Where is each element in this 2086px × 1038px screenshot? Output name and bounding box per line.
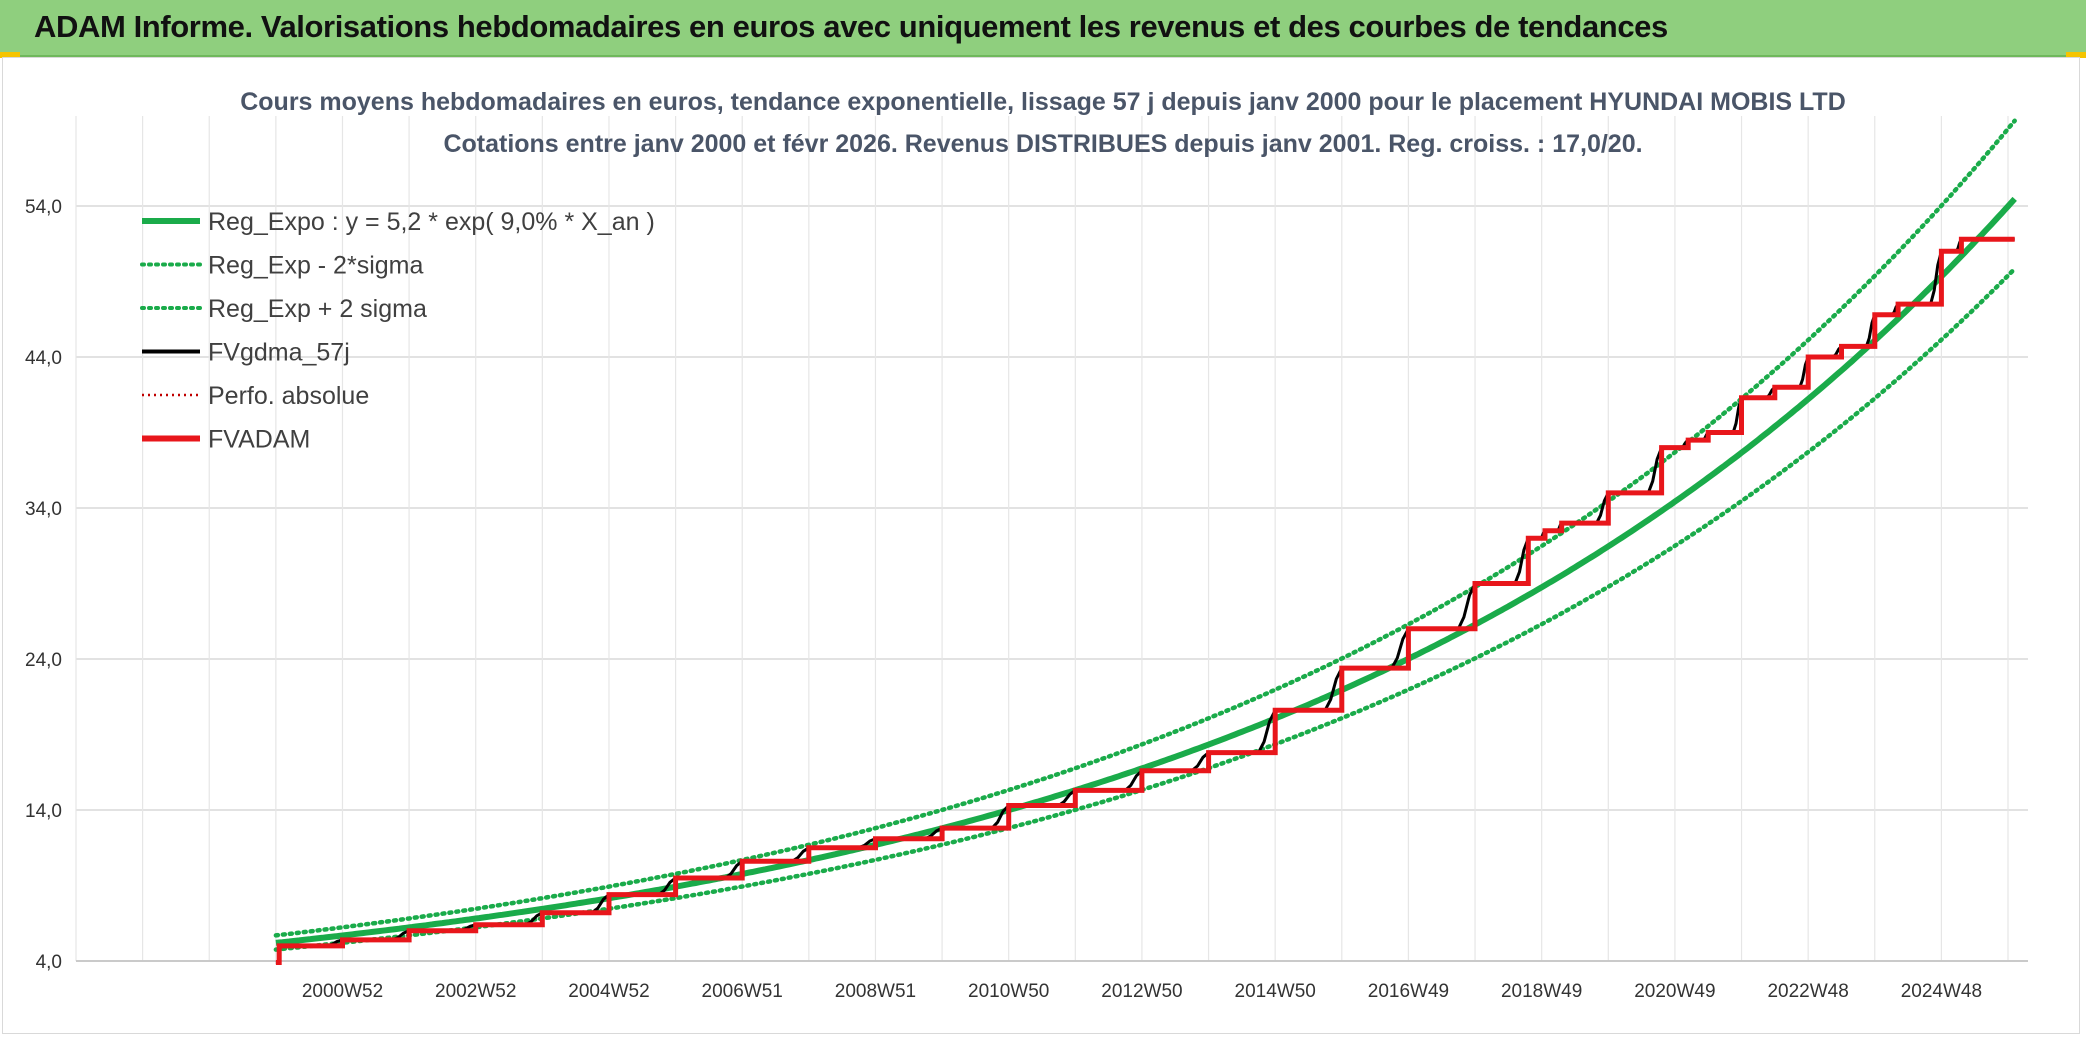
y-tick-label: 14,0 <box>25 801 62 822</box>
chart-series <box>273 118 2017 965</box>
x-tick-label: 2006W51 <box>702 981 783 1002</box>
x-tick-label: 2014W50 <box>1235 981 1316 1002</box>
y-tick-label: 34,0 <box>25 499 62 520</box>
fvadam-line <box>275 236 2015 965</box>
y-tick-label: 44,0 <box>25 348 62 369</box>
x-tick-label: 2010W50 <box>968 981 1049 1002</box>
x-tick-label: 2002W52 <box>435 981 516 1002</box>
legend-label-reg_minus: Reg_Exp - 2*sigma <box>208 252 423 280</box>
legend-label-reg_expo: Reg_Expo : y = 5,2 * exp( 9,0% * X_an ) <box>208 208 655 236</box>
x-tick-label: 2000W52 <box>302 981 383 1002</box>
y-tick-label: 54,0 <box>25 197 62 218</box>
legend-label-fvadam: FVADAM <box>208 426 310 454</box>
chart-subtitle: Cotations entre janv 2000 et févr 2026. … <box>443 130 1642 158</box>
x-axis-ticks: 2000W52 2002W52 2004W52 2006W51 2008W51 2010W… <box>302 981 1982 1002</box>
legend-label-perfo: Perfo. absolue <box>208 382 369 410</box>
chart-legend: Reg_Expo : y = 5,2 * exp( 9,0% * X_an ) R… <box>140 208 655 454</box>
report-banner: ADAM Informe. Valorisations hebdomadaire… <box>0 0 2086 57</box>
y-axis-ticks: 4,0 14,0 24,0 34,0 44,0 54,0 <box>25 197 62 973</box>
report-title: ADAM Informe. Valorisations hebdomadaire… <box>34 9 1668 44</box>
x-tick-label: 2004W52 <box>568 981 649 1002</box>
corner-marker-right <box>2066 52 2086 58</box>
x-tick-label: 2012W50 <box>1101 981 1182 1002</box>
x-tick-label: 2024W48 <box>1901 981 1982 1002</box>
reg-exp-plus-2sigma-line <box>273 118 2017 938</box>
x-tick-label: 2018W49 <box>1501 981 1582 1002</box>
reg-expo-line <box>275 196 2017 946</box>
chart-grid <box>75 116 2028 962</box>
x-tick-label: 2008W51 <box>835 981 916 1002</box>
x-tick-label: 2016W49 <box>1368 981 1449 1002</box>
chart-title: Cours moyens hebdomadaires en euros, ten… <box>240 88 1846 116</box>
x-tick-label: 2022W48 <box>1767 981 1848 1002</box>
legend-label-fvgdma: FVgdma_57j <box>208 339 350 367</box>
corner-marker-left <box>0 52 20 58</box>
legend-label-reg_plus: Reg_Exp + 2 sigma <box>208 295 427 323</box>
chart-frame <box>2 57 2080 1034</box>
reg-exp-minus-2sigma-line <box>273 266 2017 952</box>
fvgdma-line <box>275 237 2015 964</box>
x-tick-label: 2020W49 <box>1634 981 1715 1002</box>
y-tick-label: 4,0 <box>36 952 62 973</box>
y-tick-label: 24,0 <box>25 650 62 671</box>
